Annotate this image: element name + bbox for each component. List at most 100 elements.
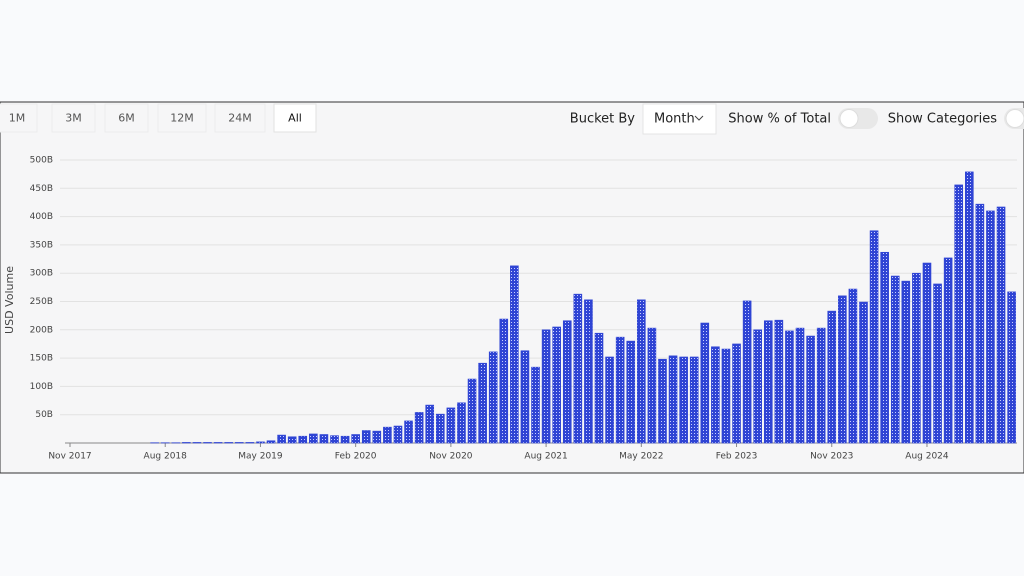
- range-label[interactable]: All: [288, 112, 302, 125]
- bar: [256, 441, 265, 444]
- bar: [943, 257, 953, 444]
- bar: [996, 206, 1006, 444]
- bar: [806, 335, 815, 444]
- bar: [637, 299, 646, 444]
- bar: [922, 262, 932, 444]
- y-axis-label: USD Volume: [3, 266, 16, 334]
- y-tick-label: 300B: [30, 269, 53, 279]
- bar: [425, 404, 435, 444]
- bar: [721, 348, 731, 444]
- bar: [245, 442, 255, 444]
- bar: [584, 299, 593, 444]
- y-tick-label: 450B: [30, 184, 53, 194]
- bar: [573, 293, 583, 444]
- bar: [192, 442, 202, 444]
- bar: [975, 203, 985, 444]
- bar: [594, 332, 604, 444]
- bar: [531, 366, 540, 444]
- bar: [827, 310, 837, 444]
- bar: [309, 433, 318, 444]
- bar: [742, 300, 752, 444]
- bar: [890, 275, 900, 444]
- bar: [785, 330, 794, 444]
- bar: [647, 327, 657, 444]
- x-tick-label: Feb 2023: [716, 452, 758, 462]
- range-button[interactable]: [0, 103, 38, 133]
- bar: [383, 426, 392, 444]
- bar: [816, 327, 826, 444]
- bar: [393, 425, 403, 444]
- x-tick-label: Feb 2020: [335, 452, 377, 462]
- bar: [986, 210, 995, 444]
- x-tick-label: Aug 2024: [905, 452, 949, 462]
- bar: [298, 435, 308, 444]
- bar: [848, 288, 858, 444]
- x-tick-label: Aug 2021: [524, 452, 567, 462]
- x-tick-label: May 2022: [619, 452, 663, 462]
- bar: [404, 420, 413, 444]
- bar: [711, 346, 720, 444]
- x-tick-label: May 2019: [238, 452, 283, 462]
- bar: [954, 184, 964, 444]
- bar: [679, 356, 688, 444]
- range-label[interactable]: 3M: [65, 112, 82, 125]
- range-label[interactable]: 6M: [118, 112, 135, 125]
- bar: [457, 402, 466, 444]
- bar: [234, 442, 244, 444]
- y-tick-label: 350B: [30, 240, 53, 250]
- bar: [615, 336, 625, 444]
- bar: [700, 322, 710, 444]
- bar: [859, 301, 868, 444]
- plot: 50B 100B 150B 200B 250B 300B 350B 400B 450B 500B N…: [30, 156, 1017, 462]
- y-tick-label: 50B: [35, 410, 53, 420]
- bar: [213, 442, 223, 444]
- range-label[interactable]: 12M: [170, 112, 194, 125]
- bar: [372, 430, 382, 444]
- y-tick-label: 150B: [30, 354, 53, 364]
- bar: [340, 435, 350, 444]
- bar: [414, 412, 424, 444]
- range-button[interactable]: [273, 103, 317, 133]
- x-tick-label: Nov 2023: [810, 452, 853, 462]
- toolbar: Bucket By Month Show % of Total Show Cat…: [0, 103, 1024, 135]
- range-button[interactable]: [51, 103, 96, 133]
- bar: [203, 442, 212, 444]
- bar: [520, 350, 530, 444]
- range-label[interactable]: 1M: [9, 112, 26, 125]
- bar: [880, 251, 889, 444]
- bar: [732, 343, 741, 444]
- range-button[interactable]: [104, 103, 149, 133]
- bar: [869, 230, 879, 444]
- toggle-label: Show Categories: [888, 112, 998, 127]
- bar: [541, 329, 551, 444]
- range-button[interactable]: [214, 103, 266, 133]
- bar: [446, 407, 456, 444]
- bar: [668, 355, 678, 444]
- bar: [182, 442, 191, 444]
- range-button[interactable]: [157, 103, 207, 133]
- bar: [330, 435, 339, 444]
- bar: [319, 434, 329, 444]
- bar: [224, 442, 233, 444]
- bar: [266, 440, 276, 444]
- y-tick-label: 100B: [30, 382, 53, 392]
- bar: [774, 319, 784, 444]
- bar: [287, 436, 297, 444]
- dropdown-box[interactable]: [642, 103, 717, 135]
- bar: [351, 434, 360, 444]
- bar: [838, 295, 847, 444]
- range-label[interactable]: 24M: [228, 112, 252, 125]
- bar: [510, 265, 519, 444]
- bar: [795, 327, 805, 444]
- bar: [658, 358, 667, 444]
- bar: [901, 280, 911, 444]
- bar: [912, 272, 921, 444]
- bucket-label: Bucket By: [570, 112, 636, 127]
- bar: [478, 362, 487, 444]
- bucket-value[interactable]: Month: [654, 112, 695, 127]
- toggle-knob: [839, 109, 859, 128]
- chevron: [694, 115, 704, 121]
- bar: [361, 430, 371, 444]
- bar: [964, 171, 974, 444]
